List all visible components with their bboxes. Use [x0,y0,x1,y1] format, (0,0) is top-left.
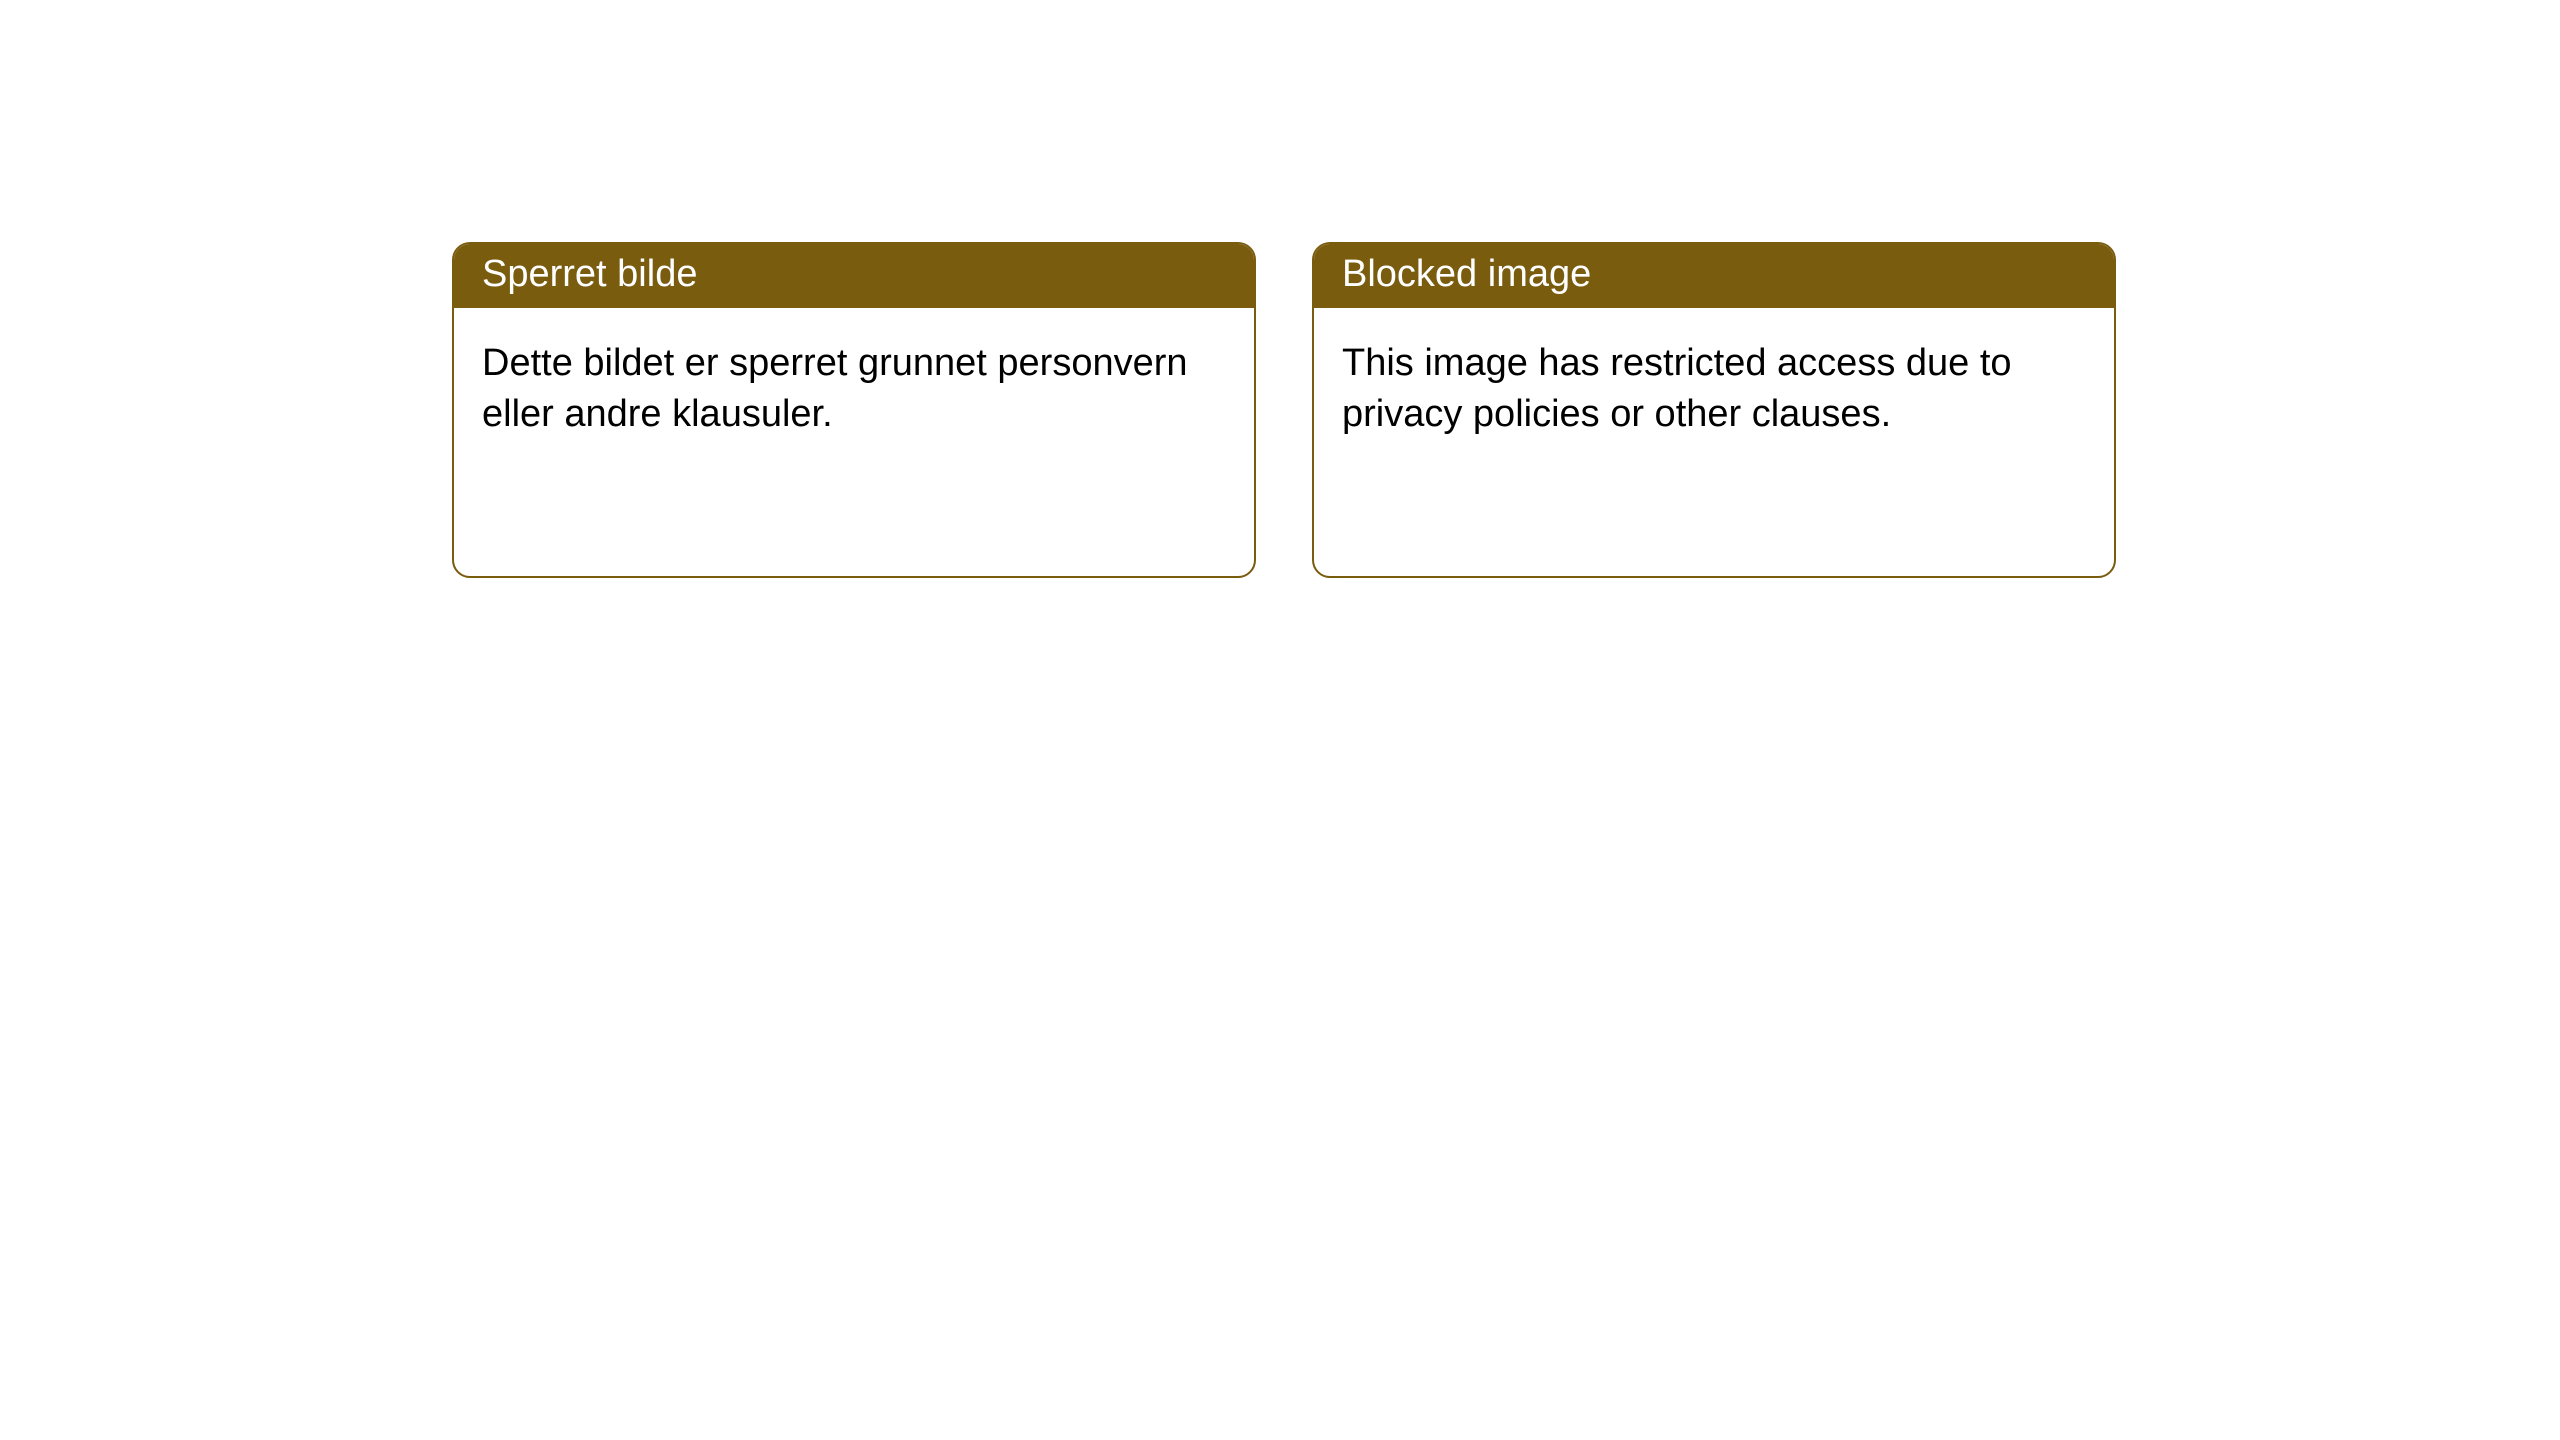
blocked-image-card-no: Sperret bilde Dette bildet er sperret gr… [452,242,1256,578]
card-header-no: Sperret bilde [454,244,1254,308]
card-container: Sperret bilde Dette bildet er sperret gr… [0,0,2560,578]
card-body-no: Dette bildet er sperret grunnet personve… [454,308,1254,471]
blocked-image-card-en: Blocked image This image has restricted … [1312,242,2116,578]
card-header-en: Blocked image [1314,244,2114,308]
card-body-en: This image has restricted access due to … [1314,308,2114,471]
